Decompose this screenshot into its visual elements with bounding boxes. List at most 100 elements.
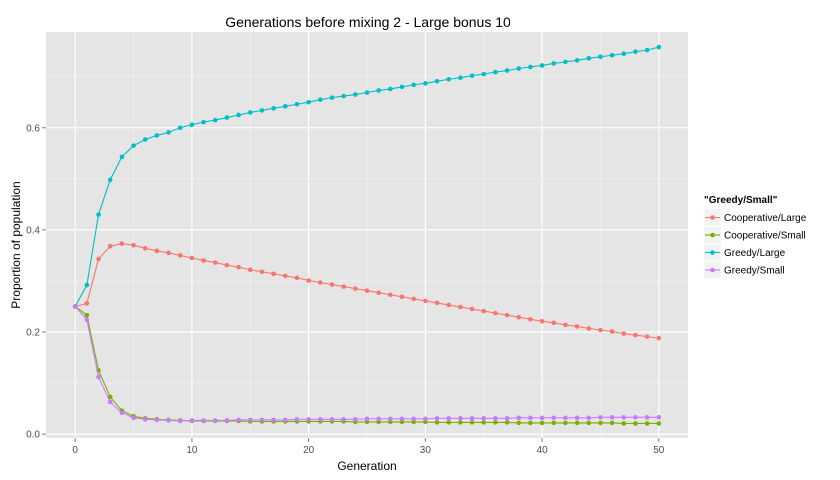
data-point-greedy-small xyxy=(621,415,627,420)
data-point-cooperative-large xyxy=(247,267,253,273)
data-point-greedy-large xyxy=(399,84,405,90)
data-point-greedy-small xyxy=(107,399,113,405)
x-tick-label: 0 xyxy=(72,445,78,456)
data-point-cooperative-large xyxy=(388,292,393,298)
legend-key-point xyxy=(710,267,715,273)
data-point-greedy-large xyxy=(177,125,183,131)
data-point-cooperative-small xyxy=(586,420,592,426)
data-point-cooperative-large xyxy=(306,278,311,283)
data-point-cooperative-large xyxy=(539,319,545,324)
data-point-greedy-small xyxy=(644,415,650,420)
data-point-greedy-small xyxy=(434,416,440,421)
data-point-greedy-large xyxy=(551,61,557,66)
legend-title: "Greedy/Small" xyxy=(704,195,778,206)
legend-label: Cooperative/Small xyxy=(724,231,806,242)
data-point-greedy-small xyxy=(353,417,358,422)
data-point-cooperative-large xyxy=(574,324,580,329)
data-point-cooperative-large xyxy=(341,284,346,289)
data-point-greedy-small xyxy=(318,417,323,422)
data-point-greedy-small xyxy=(224,418,230,423)
data-point-greedy-large xyxy=(189,122,195,127)
y-tick-label: 0.4 xyxy=(26,225,40,236)
data-point-cooperative-large xyxy=(376,290,381,296)
data-point-greedy-large xyxy=(364,90,370,95)
data-point-greedy-small xyxy=(574,415,580,421)
data-point-greedy-small xyxy=(96,374,101,380)
data-point-greedy-large xyxy=(294,101,300,107)
data-point-cooperative-large xyxy=(598,327,603,333)
data-point-cooperative-large xyxy=(142,245,148,251)
data-point-greedy-small xyxy=(131,415,136,421)
data-point-cooperative-large xyxy=(271,271,276,277)
data-point-cooperative-small xyxy=(504,420,510,425)
y-tick-label: 0.6 xyxy=(26,123,40,134)
data-point-greedy-large xyxy=(423,81,428,86)
data-point-greedy-large xyxy=(586,56,592,61)
data-point-greedy-large xyxy=(516,66,522,71)
y-tick-label: 0.2 xyxy=(26,328,40,339)
legend-key-point xyxy=(710,215,715,220)
data-point-cooperative-large xyxy=(481,308,487,314)
data-point-cooperative-large xyxy=(516,314,522,320)
data-point-cooperative-large xyxy=(609,329,615,334)
data-point-cooperative-large xyxy=(458,304,463,310)
data-point-greedy-large xyxy=(142,137,148,142)
data-point-greedy-large xyxy=(633,49,638,54)
data-point-greedy-large xyxy=(563,59,568,65)
data-point-cooperative-large xyxy=(446,302,452,308)
data-point-greedy-small xyxy=(481,416,487,421)
data-point-greedy-small xyxy=(154,417,160,423)
data-point-greedy-small xyxy=(341,417,346,422)
data-point-greedy-small xyxy=(493,416,498,421)
data-point-greedy-large xyxy=(341,93,346,99)
data-point-greedy-large xyxy=(271,106,276,111)
data-point-cooperative-small xyxy=(528,420,533,426)
data-point-greedy-large xyxy=(621,51,627,57)
data-point-greedy-large xyxy=(224,115,230,120)
data-point-cooperative-large xyxy=(551,320,557,326)
data-point-greedy-small xyxy=(399,416,405,422)
x-tick-label: 20 xyxy=(303,445,315,456)
data-point-cooperative-large xyxy=(177,253,183,258)
x-axis: 0 10 20 30 40 50 xyxy=(72,438,665,456)
data-point-cooperative-large xyxy=(154,248,160,254)
data-point-greedy-small xyxy=(294,417,300,422)
data-point-greedy-large xyxy=(469,73,475,78)
data-point-greedy-large xyxy=(504,68,510,73)
data-point-greedy-small xyxy=(388,416,393,422)
legend-label: Greedy/Small xyxy=(724,266,785,277)
data-point-cooperative-small xyxy=(539,420,545,426)
data-point-greedy-small xyxy=(271,417,276,423)
data-point-greedy-small xyxy=(329,417,335,422)
x-tick-label: 50 xyxy=(653,445,665,456)
legend-label: Cooperative/Large xyxy=(724,213,807,224)
y-axis-title: Proportion of population xyxy=(9,181,23,308)
legend-items: Cooperative/Large Cooperative/Small Greedy… xyxy=(703,208,807,279)
data-point-greedy-large xyxy=(247,110,253,115)
x-tick-label: 40 xyxy=(537,445,549,456)
legend-key-point xyxy=(710,250,715,255)
data-point-greedy-large xyxy=(131,143,136,148)
data-point-cooperative-small xyxy=(563,420,568,426)
data-point-greedy-small xyxy=(166,418,171,423)
data-point-cooperative-large xyxy=(294,275,300,281)
data-point-greedy-large xyxy=(353,92,358,97)
legend-item-cooperative-large: Cooperative/Large xyxy=(703,208,807,227)
data-point-greedy-small xyxy=(423,416,428,422)
data-point-greedy-large xyxy=(259,108,265,113)
data-point-greedy-small xyxy=(236,417,241,423)
data-point-cooperative-small xyxy=(493,420,498,425)
data-point-greedy-small xyxy=(201,418,206,423)
data-point-greedy-small xyxy=(504,416,510,421)
data-point-cooperative-large xyxy=(621,331,627,336)
data-point-cooperative-large xyxy=(96,256,101,262)
data-point-greedy-large xyxy=(458,75,463,81)
data-point-cooperative-small xyxy=(84,312,90,318)
legend-label: Greedy/Large xyxy=(724,248,786,259)
data-point-greedy-large xyxy=(84,282,90,288)
data-point-cooperative-large xyxy=(259,269,265,275)
data-point-greedy-large xyxy=(376,88,381,93)
data-point-greedy-large xyxy=(166,130,171,135)
data-point-greedy-large xyxy=(493,69,498,75)
